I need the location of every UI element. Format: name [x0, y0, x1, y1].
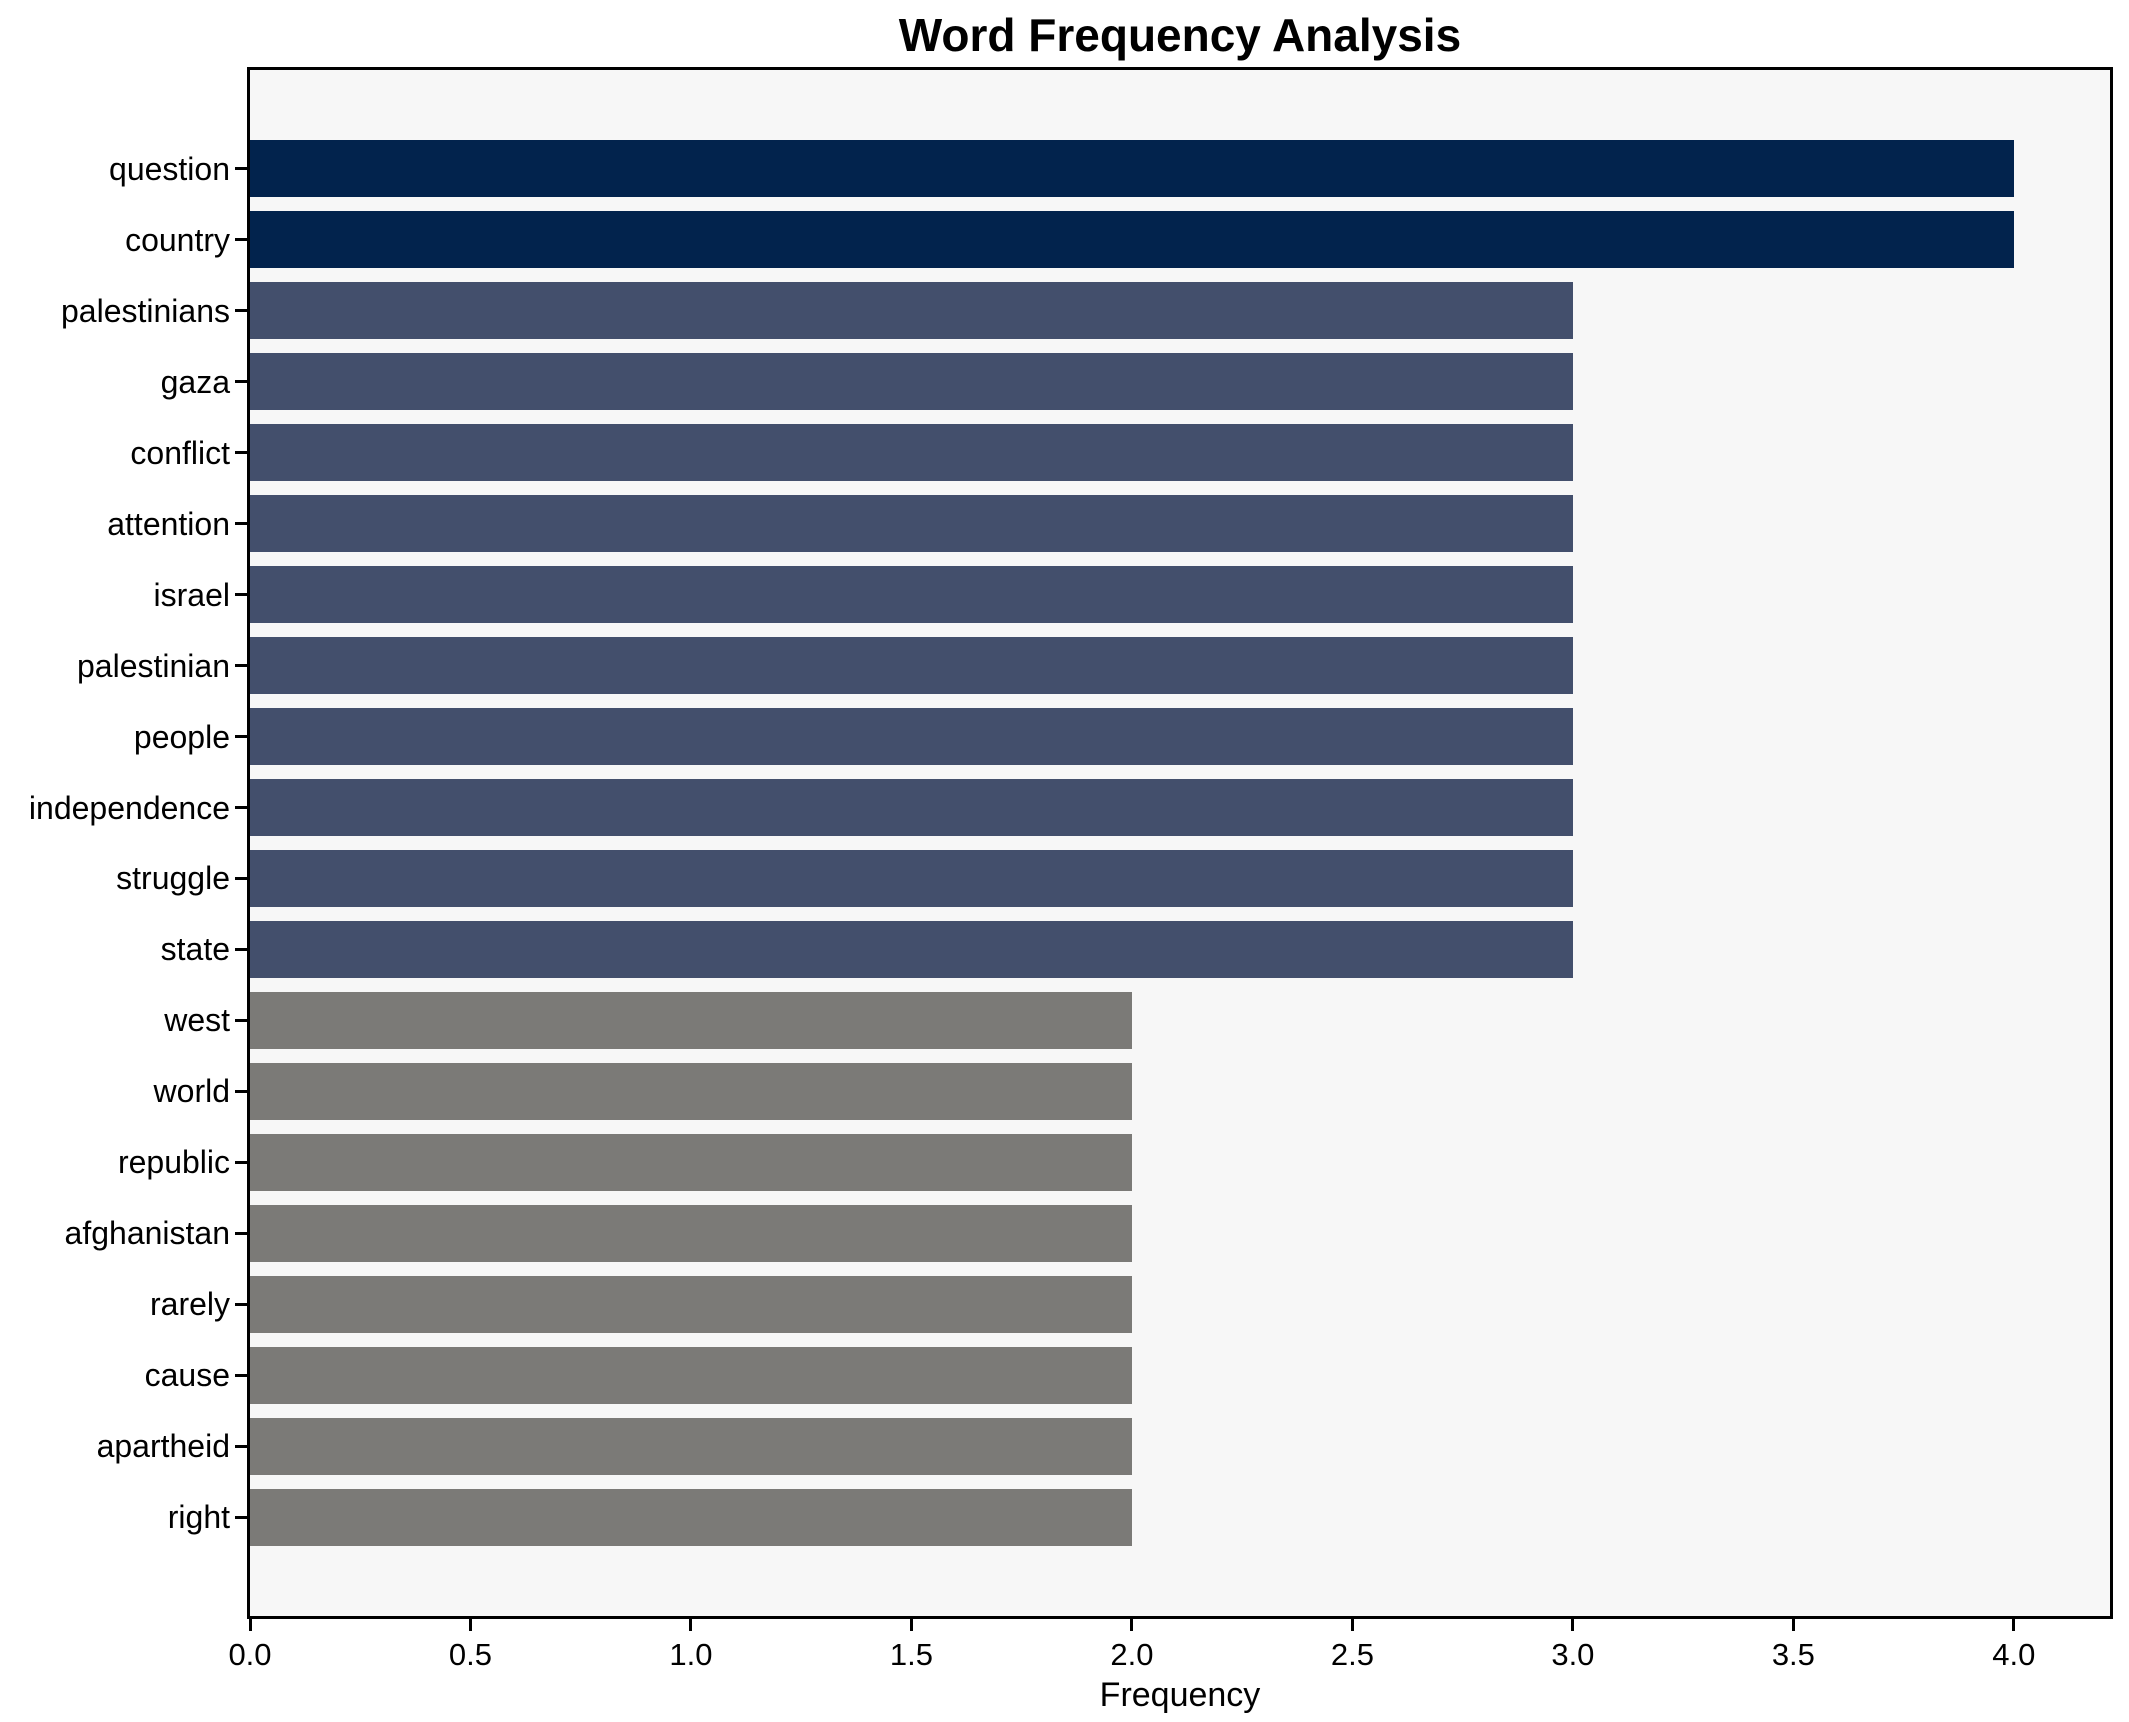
x-tick-mark [1571, 1619, 1575, 1631]
y-tick-mark [235, 1160, 247, 1164]
y-tick-mark [235, 1373, 247, 1377]
x-tick-mark [468, 1619, 472, 1631]
bar [250, 140, 2014, 198]
y-tick-label: apartheid [96, 1428, 230, 1465]
x-tick-label: 0.5 [448, 1637, 493, 1672]
bar [250, 637, 1573, 694]
x-tick-label: 1.5 [889, 1637, 933, 1672]
bar [250, 566, 1573, 623]
bar [250, 1205, 1132, 1262]
y-tick-mark [235, 947, 247, 951]
y-tick-label: afghanistan [64, 1215, 230, 1252]
y-tick-label: cause [144, 1357, 230, 1394]
y-tick-mark [235, 735, 247, 739]
x-tick-mark [1791, 1619, 1795, 1631]
chart-title: Word Frequency Analysis [898, 9, 1462, 61]
y-tick-mark [235, 806, 247, 809]
bar [250, 921, 1573, 978]
x-tick-mark [1350, 1619, 1354, 1631]
x-tick-label: 0.0 [228, 1637, 272, 1672]
x-tick-mark [689, 1619, 693, 1631]
y-tick-label: republic [117, 1144, 230, 1181]
bar [250, 1417, 1132, 1475]
bar [250, 211, 2014, 269]
y-tick-mark [235, 380, 247, 384]
bar [250, 495, 1573, 552]
bar [250, 1063, 1132, 1120]
y-tick-label: west [164, 1002, 230, 1039]
y-tick-label: right [167, 1499, 230, 1536]
y-tick-label: gaza [160, 363, 230, 400]
y-tick-label: question [109, 150, 230, 187]
x-tick-label: 3.0 [1551, 1637, 1595, 1672]
y-tick-label: attention [107, 505, 230, 542]
y-tick-label: palestinian [77, 647, 230, 684]
y-tick-mark [235, 664, 247, 668]
x-tick-mark [1130, 1619, 1134, 1631]
bar [250, 1346, 1132, 1404]
y-tick-label: independence [28, 789, 230, 826]
y-tick-label: struggle [116, 860, 230, 897]
bar [250, 424, 1573, 481]
y-tick-mark [235, 1018, 247, 1022]
y-tick-mark [235, 309, 247, 313]
x-tick-label: 2.0 [1110, 1637, 1154, 1672]
y-tick-mark [235, 238, 247, 242]
bar [250, 1275, 1132, 1333]
y-tick-mark [235, 1231, 247, 1235]
bar [250, 353, 1573, 410]
x-tick-mark [248, 1619, 252, 1631]
y-tick-mark [235, 876, 247, 880]
y-tick-mark [235, 593, 247, 597]
x-axis-label: Frequency [1099, 1676, 1261, 1714]
bar [250, 1134, 1132, 1191]
bar [250, 282, 1573, 340]
y-tick-label: world [153, 1073, 230, 1110]
y-tick-mark [235, 522, 247, 526]
y-tick-mark [235, 167, 247, 171]
y-tick-mark [235, 1089, 247, 1093]
y-tick-label: country [125, 221, 230, 258]
x-tick-label: 4.0 [1992, 1637, 2036, 1672]
bar [250, 1488, 1132, 1546]
y-tick-label: rarely [149, 1286, 230, 1323]
bar [250, 708, 1573, 765]
x-tick-label: 2.5 [1330, 1637, 1374, 1672]
y-tick-mark [235, 1515, 247, 1519]
bar [250, 850, 1573, 907]
y-tick-mark [235, 1302, 247, 1306]
x-tick-mark [909, 1619, 913, 1631]
x-tick-label: 1.0 [669, 1637, 713, 1672]
bar [250, 992, 1132, 1049]
x-tick-mark [2012, 1619, 2016, 1631]
bar [250, 779, 1573, 836]
y-tick-label: conflict [130, 434, 230, 471]
y-tick-mark [235, 451, 247, 455]
x-tick-label: 3.5 [1771, 1637, 1815, 1672]
y-tick-label: state [160, 931, 230, 968]
y-tick-label: israel [153, 576, 230, 613]
y-tick-label: palestinians [61, 292, 230, 329]
y-tick-mark [235, 1444, 247, 1448]
y-tick-label: people [133, 718, 230, 755]
